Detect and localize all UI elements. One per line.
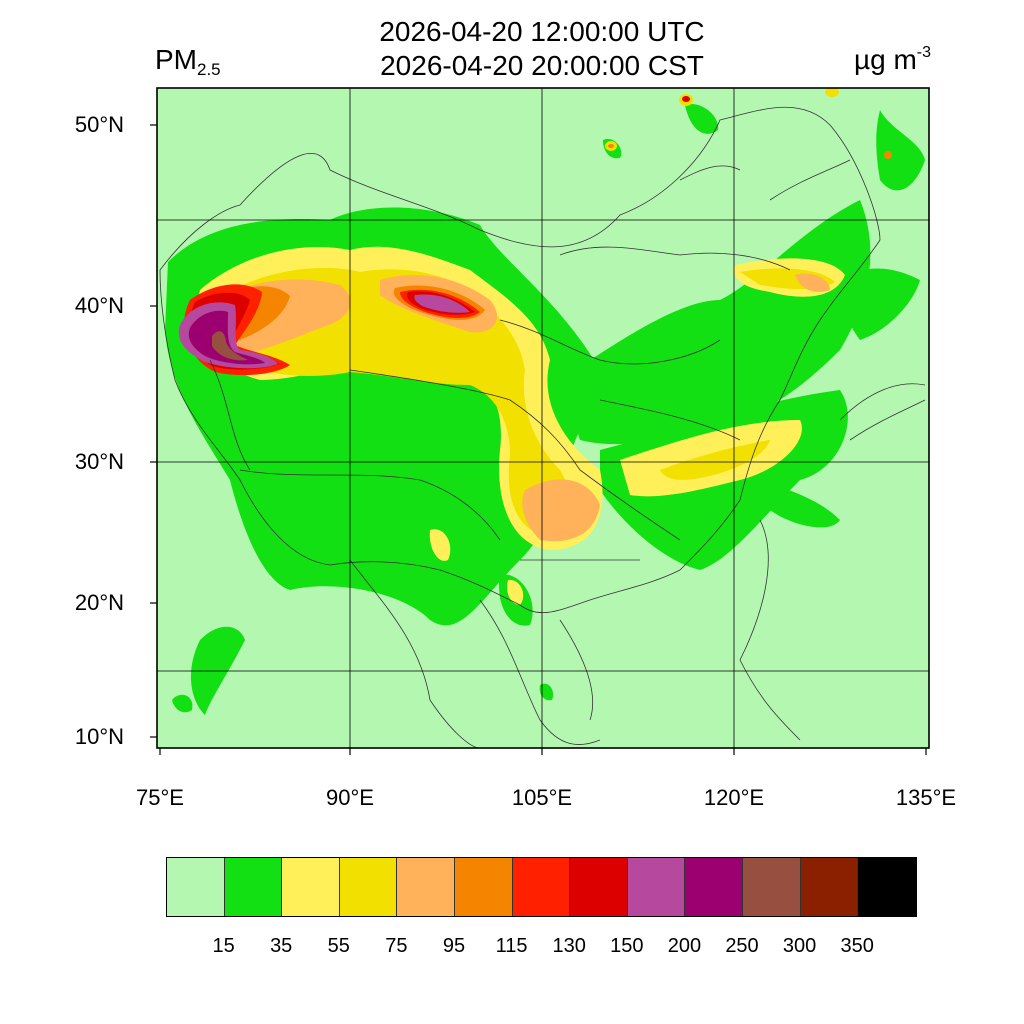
legend-label: 300	[782, 935, 817, 957]
legend-swatch	[800, 858, 859, 916]
legend-swatch	[454, 858, 513, 916]
unit-label: µg m-3	[854, 44, 931, 76]
legend-label: 15	[212, 935, 235, 957]
legend-swatch	[167, 858, 225, 916]
map-title-utc: 2026-04-20 12:00:00 UTC	[379, 16, 705, 47]
lat-label-10n: 10°N	[74, 724, 124, 749]
map-title-cst: 2026-04-20 20:00:00 CST	[380, 50, 704, 81]
lon-label-75e: 75°E	[136, 785, 184, 810]
unit-main: µg m	[853, 44, 917, 75]
legend-swatch	[742, 858, 801, 916]
legend-label: 95	[442, 935, 466, 957]
variable-subscript: 2.5	[197, 60, 221, 79]
lat-label-50n: 50°N	[74, 112, 124, 137]
lon-label-120e: 120°E	[703, 785, 765, 810]
concentration-field	[157, 88, 929, 748]
map-frame	[156, 87, 930, 749]
zone-hotspots	[605, 88, 892, 159]
legend-swatch	[339, 858, 398, 916]
legend-label: 55	[327, 935, 350, 957]
lat-label-20n: 20°N	[74, 590, 124, 615]
legend-swatch	[397, 858, 455, 916]
lat-label-30n: 30°N	[74, 449, 124, 474]
legend-swatch	[570, 858, 628, 916]
lat-label-40n: 40°N	[74, 293, 124, 318]
legend-swatch	[512, 858, 571, 916]
lon-label-105e: 105°E	[511, 785, 573, 810]
legend-label: 130	[552, 935, 586, 957]
graticule	[157, 88, 929, 748]
legend-swatch	[627, 858, 686, 916]
variable-main: PM	[155, 44, 197, 75]
legend-label: 35	[270, 935, 293, 957]
zone-200-300	[178, 294, 470, 369]
boundaries	[159, 106, 926, 748]
lon-label-135e: 135°E	[895, 785, 957, 810]
variable-label: PM2.5	[155, 44, 221, 80]
lon-label-90e: 90°E	[326, 785, 374, 810]
legend-swatch	[858, 858, 916, 916]
legend-swatch	[282, 858, 340, 916]
legend-swatch	[224, 858, 283, 916]
legend-label: 75	[385, 935, 408, 957]
legend-label: 250	[725, 935, 759, 957]
unit-superscript: -3	[916, 44, 931, 61]
axis-ticks	[150, 124, 927, 755]
legend-label: 150	[610, 935, 644, 957]
legend-label: 115	[495, 935, 528, 957]
legend-label: 200	[667, 935, 702, 957]
legend-swatch	[685, 858, 743, 916]
legend-label: 350	[840, 935, 874, 957]
color-legend	[166, 857, 917, 917]
